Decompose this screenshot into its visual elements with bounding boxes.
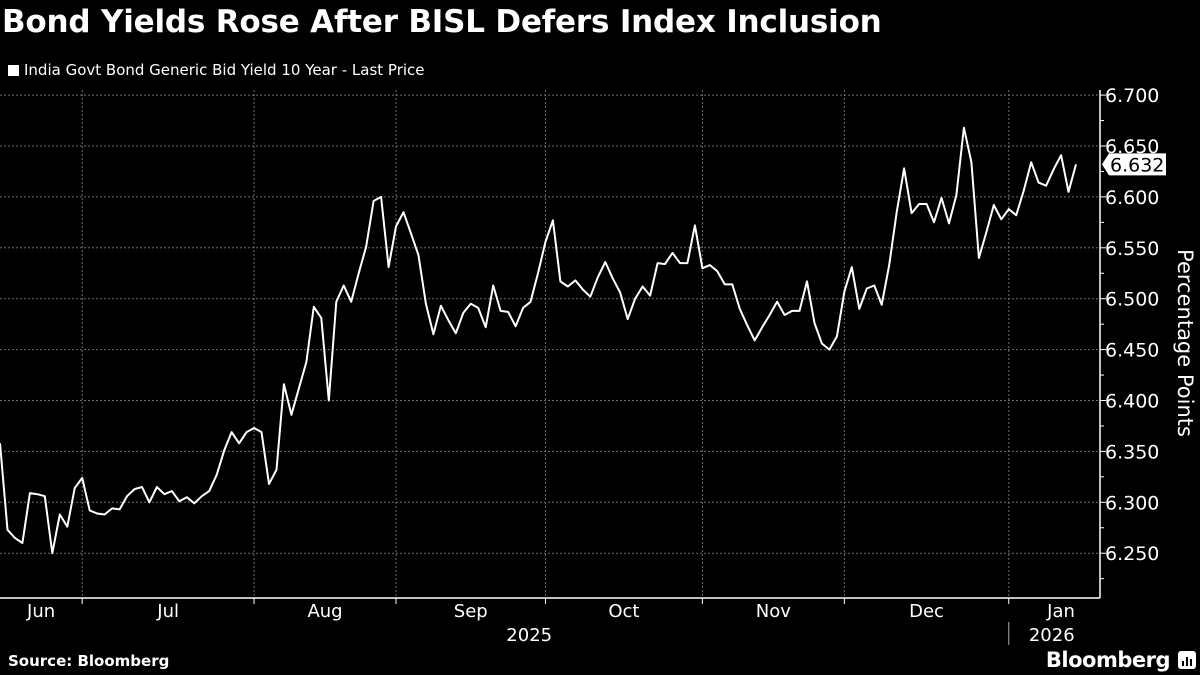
last-value-tag (1102, 153, 1166, 176)
y-tick-label: 6.250 (1105, 543, 1159, 565)
source-note: Source: Bloomberg (8, 652, 170, 670)
x-tick-label: Oct (608, 601, 639, 622)
y-axis-title: Percentage Points (1173, 249, 1197, 437)
last-value-label: 6.632 (1110, 154, 1164, 176)
x-tick-label: Sep (454, 601, 488, 622)
y-tick-label: 6.650 (1105, 136, 1159, 158)
legend-label: India Govt Bond Generic Bid Yield 10 Yea… (24, 61, 425, 79)
brand-name: Bloomberg (1045, 648, 1171, 672)
x-tick-label: Aug (307, 601, 342, 622)
x-tick-label: Dec (909, 601, 944, 622)
legend: India Govt Bond Generic Bid Yield 10 Yea… (8, 61, 425, 79)
x-tick-label: Jul (156, 601, 179, 622)
y-tick-label: 6.450 (1105, 340, 1159, 362)
y-tick-label: 6.700 (1105, 85, 1159, 107)
x-tick-label: Jan (1046, 601, 1075, 622)
y-tick-label: 6.300 (1105, 492, 1159, 514)
y-tick-label: 6.400 (1105, 391, 1159, 413)
legend-swatch (8, 64, 19, 76)
chart-title: Bond Yields Rose After BISL Defers Index… (2, 4, 882, 40)
bloomberg-chart-icon (1178, 651, 1196, 669)
y-tick-label: 6.550 (1105, 238, 1159, 260)
series-line-india-10y-yield (0, 126, 1077, 555)
x-tick-label: Nov (756, 601, 791, 622)
x-year-label: 2026 (1029, 625, 1075, 646)
x-year-label: 2025 (506, 625, 552, 646)
y-tick-label: 6.600 (1105, 187, 1159, 209)
x-tick-label: Jun (26, 601, 55, 622)
y-tick-label: 6.500 (1105, 289, 1159, 311)
bloomberg-logo: Bloomberg (1046, 648, 1196, 672)
y-tick-label: 6.350 (1105, 441, 1159, 463)
